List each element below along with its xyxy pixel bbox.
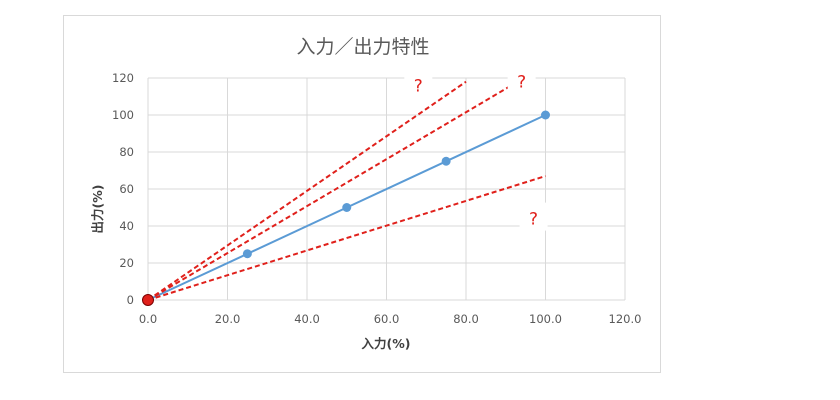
x-tick-label: 40.0 [294,312,320,326]
dashed-line-1 [147,80,467,301]
y-tick-label: 20 [119,256,134,270]
y-tick-label: 120 [112,71,134,85]
x-tick-label: 100.0 [529,312,562,326]
y-tick-label: 100 [112,108,134,122]
chart-svg: 0.0 20.0 40.0 60.0 80.0 100.0 120.0 0 20 40 60 80 10… [90,36,642,351]
series-layer [142,80,550,306]
annotation-backing [404,69,433,98]
x-tick-label: 120.0 [609,312,642,326]
annotation-backing [507,65,536,94]
x-tick-label: 0.0 [139,312,157,326]
data-point [541,110,550,120]
question-mark-annotation: ? [517,73,526,93]
chart-title: 入力／出力特性 [296,36,429,58]
question-mark-annotation: ? [529,210,538,230]
x-tick-label: 80.0 [453,312,479,326]
y-tick-label: 60 [119,182,134,196]
y-tick-label: 40 [119,219,134,233]
data-point [441,156,451,166]
y-tick-label: 80 [119,145,134,159]
data-point [242,249,252,259]
dashed-line-2 [147,80,519,301]
annotation-backing [519,202,548,231]
chart-frame: 0.0 20.0 40.0 60.0 80.0 100.0 120.0 0 20 40 60 80 10… [63,15,661,373]
dashed-line-3 [147,175,546,301]
y-tick-label: 0 [127,293,134,307]
x-axis-title: 入力(%) [362,336,411,351]
data-point [342,203,352,212]
y-axis-title: 出力(%) [90,185,105,234]
origin-marker [142,294,154,306]
x-tick-label: 60.0 [374,312,400,326]
label-layer: 0.0 20.0 40.0 60.0 80.0 100.0 120.0 0 20 40 60 80 10… [112,65,642,326]
question-mark-annotation: ? [414,76,423,96]
x-tick-label: 20.0 [215,312,241,326]
